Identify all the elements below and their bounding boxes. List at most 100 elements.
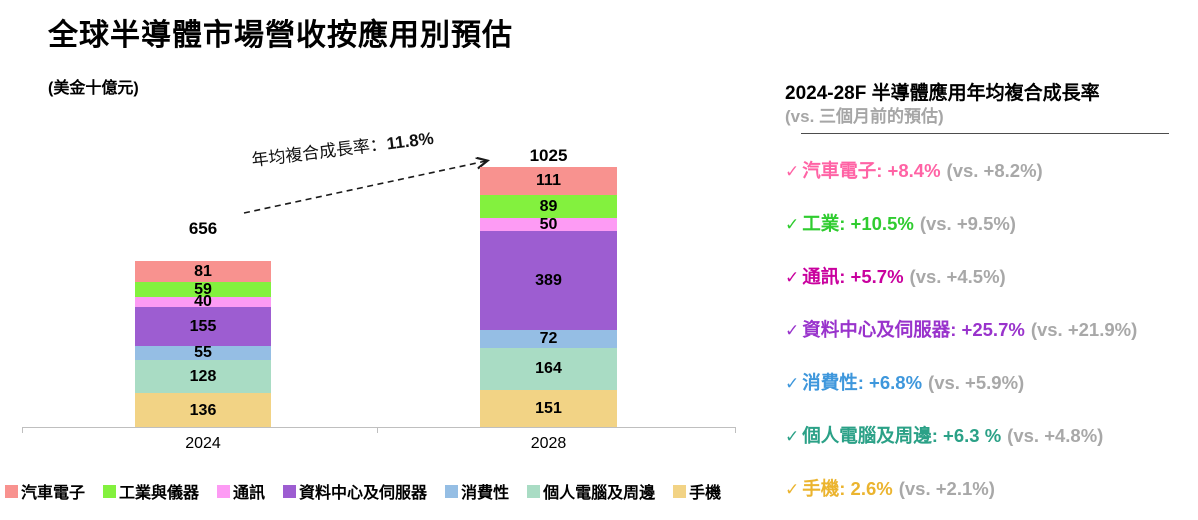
category-label-2028: 2028 (530, 435, 567, 452)
segment-資料中心及伺服器: 389 (480, 231, 617, 330)
cagr-annotation-label: 年均複合成長率： (250, 134, 388, 171)
growth-row-text: 手機: 2.6% (802, 478, 893, 499)
growth-row-text: 消費性: +6.8% (802, 372, 923, 393)
legend-label: 通訊 (233, 485, 266, 502)
growth-row-通訊: ✓ 通訊: +5.7% (vs. +4.5%) (785, 266, 1185, 288)
growth-row-汽車電子: ✓ 汽車電子: +8.4% (vs. +8.2%) (785, 160, 1185, 182)
legend-item-資料中心及伺服器: 資料中心及伺服器 (283, 479, 427, 503)
legend-item-手機: 手機 (673, 479, 721, 503)
segment-value: 72 (539, 330, 558, 347)
checkmark-icon: ✓ (785, 480, 800, 499)
category-label-2024: 2024 (185, 435, 221, 452)
checkmark-icon: ✓ (785, 374, 800, 393)
growth-row-消費性: ✓ 消費性: +6.8% (vs. +5.9%) (785, 372, 1185, 394)
x-axis-tick (735, 427, 736, 433)
segment-value: 155 (189, 317, 217, 335)
segment-資料中心及伺服器: 155 (135, 307, 271, 346)
segment-個人電腦及周邊: 164 (480, 348, 617, 390)
legend-item-個人電腦及周邊: 個人電腦及周邊 (527, 479, 655, 503)
cagr-annotation: 年均複合成長率：11.8% (250, 124, 435, 171)
cagr-arrow-line (243, 161, 486, 214)
growth-row-vs: (vs. +2.1%) (898, 478, 995, 499)
legend-item-汽車電子: 汽車電子 (5, 479, 85, 503)
growth-panel-title: 2024-28F 半導體應用年均複合成長率 (785, 83, 1100, 104)
segment-value: 151 (535, 400, 562, 417)
growth-row-text: 個人電腦及周邊: +6.3 % (802, 425, 1002, 446)
checkmark-icon: ✓ (785, 268, 800, 287)
segment-value: 128 (189, 367, 217, 385)
legend-item-通訊: 通訊 (217, 479, 265, 503)
segment-工業與儀器: 89 (480, 195, 617, 218)
legend-swatch-icon (527, 484, 541, 498)
x-axis-line (22, 427, 736, 428)
growth-panel-rows: ✓ 汽車電子: +8.4% (vs. +8.2%) ✓ 工業: +10.5% (vs. +… (785, 160, 1185, 500)
segment-通訊: 40 (135, 293, 271, 310)
legend-label: 汽車電子 (21, 485, 86, 502)
bar-2028: 111 89 50 389 72 164 151 (480, 167, 617, 428)
chart-legend: 汽車電子 工業與儀器 通訊 資料中心及伺服器 消費性 個人電腦及周邊 手機 (5, 479, 745, 503)
segment-汽車電子: 111 (480, 167, 617, 195)
growth-row-vs: (vs. +8.2%) (946, 160, 1043, 181)
total-label-2028: 1025 (529, 146, 568, 165)
segment-手機: 151 (480, 390, 617, 428)
segment-value: 81 (194, 262, 212, 280)
growth-panel: 2024-28F 半導體應用年均複合成長率 (vs. 三個月前的預估) ✓ 汽車電… (785, 82, 1185, 500)
page-title: 全球半導體市場營收按應用別預估 (48, 19, 513, 52)
growth-panel-subtitle: (vs. 三個月前的預估) (785, 107, 944, 126)
legend-swatch-icon (217, 484, 231, 498)
segment-value: 136 (189, 401, 217, 419)
growth-row-手機: ✓ 手機: 2.6% (vs. +2.1%) (785, 478, 1185, 500)
checkmark-icon: ✓ (785, 162, 800, 181)
growth-row-vs: (vs. +4.8%) (1007, 425, 1104, 446)
growth-panel-divider (801, 133, 1169, 134)
segment-通訊: 50 (480, 215, 617, 233)
x-axis-tick (22, 427, 23, 433)
segment-value: 40 (194, 293, 212, 310)
growth-row-text: 資料中心及伺服器: +25.7% (802, 319, 1025, 340)
segment-value: 389 (535, 271, 562, 289)
x-axis-tick (377, 427, 378, 433)
legend-label: 消費性 (461, 485, 510, 502)
growth-row-text: 汽車電子: +8.4% (802, 160, 941, 181)
legend-label: 手機 (689, 485, 722, 502)
segment-個人電腦及周邊: 128 (135, 360, 271, 393)
legend-label: 工業與儀器 (119, 485, 200, 502)
segment-value: 164 (535, 360, 562, 377)
growth-row-vs: (vs. +5.9%) (928, 372, 1025, 393)
checkmark-icon: ✓ (785, 427, 800, 446)
total-label-2024: 656 (188, 219, 218, 238)
legend-swatch-icon (673, 484, 687, 498)
legend-swatch-icon (5, 484, 18, 498)
growth-row-工業: ✓ 工業: +10.5% (vs. +9.5%) (785, 213, 1185, 235)
legend-label: 個人電腦及周邊 (543, 485, 656, 502)
segment-value: 55 (194, 344, 212, 361)
checkmark-icon: ✓ (785, 321, 800, 340)
legend-item-消費性: 消費性 (445, 479, 509, 503)
segment-value: 59 (194, 280, 212, 298)
growth-row-text: 通訊: +5.7% (802, 266, 904, 287)
segment-消費性: 55 (135, 344, 271, 361)
growth-row-vs: (vs. +4.5%) (909, 266, 1006, 287)
legend-swatch-icon (283, 484, 297, 498)
legend-swatch-icon (103, 484, 117, 498)
segment-消費性: 72 (480, 330, 617, 348)
checkmark-icon: ✓ (785, 215, 800, 234)
bar-2024: 81 59 40 155 55 128 136 (135, 261, 271, 428)
segment-value: 89 (539, 197, 558, 215)
growth-row-vs: (vs. +9.5%) (919, 213, 1016, 234)
segment-value: 50 (539, 215, 558, 233)
segment-工業與儀器: 59 (135, 280, 271, 298)
segment-汽車電子: 81 (135, 261, 271, 282)
growth-row-資料中心及伺服器: ✓ 資料中心及伺服器: +25.7% (vs. +21.9%) (785, 319, 1185, 341)
legend-label: 資料中心及伺服器 (299, 485, 428, 502)
growth-row-text: 工業: +10.5% (802, 213, 914, 234)
legend-item-工業與儀器: 工業與儀器 (103, 479, 199, 503)
segment-value: 111 (536, 172, 561, 189)
legend-swatch-icon (445, 484, 459, 498)
growth-row-vs: (vs. +21.9%) (1030, 319, 1138, 340)
unit-label: (美金十億元) (48, 80, 139, 97)
segment-手機: 136 (135, 393, 271, 428)
cagr-annotation-value: 11.8% (385, 128, 435, 154)
growth-row-個人電腦及周邊: ✓ 個人電腦及周邊: +6.3 % (vs. +4.8%) (785, 425, 1185, 447)
